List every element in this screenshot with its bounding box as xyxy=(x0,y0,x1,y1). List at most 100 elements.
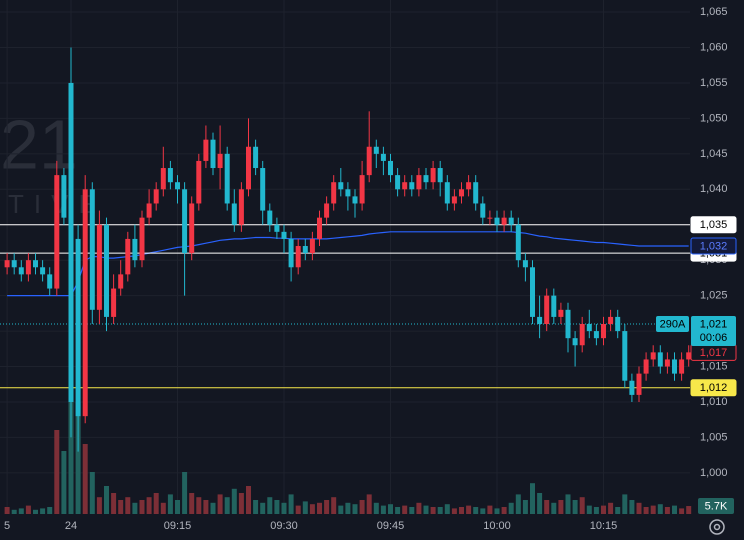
candle-body xyxy=(494,217,500,225)
volume-label: 5.7K xyxy=(705,500,728,512)
candle-body xyxy=(54,175,60,289)
candle-body xyxy=(33,260,38,268)
candle-body xyxy=(295,246,301,268)
candle-body xyxy=(47,274,53,289)
candle-body xyxy=(423,175,429,183)
x-tick-label: 24 xyxy=(65,520,77,532)
volume-bar xyxy=(430,507,436,514)
volume-bar xyxy=(111,493,117,514)
volume-bar xyxy=(572,500,578,514)
candle-body xyxy=(451,196,457,204)
volume-bar xyxy=(260,502,266,514)
candle-body xyxy=(657,352,663,367)
volume-bar xyxy=(224,497,230,514)
volume-bar xyxy=(416,502,422,514)
candle-body xyxy=(309,238,315,254)
candle-body xyxy=(615,316,621,332)
candle-body xyxy=(217,153,223,169)
candle-body xyxy=(11,260,17,268)
volume-bar xyxy=(629,500,635,514)
volume-bar xyxy=(615,507,621,514)
candle-body xyxy=(324,203,330,218)
volume-bar xyxy=(160,502,166,514)
volume-bar xyxy=(75,402,81,514)
volume-bar xyxy=(153,493,159,514)
volume-bar xyxy=(295,505,301,514)
candle-body xyxy=(388,160,393,176)
volume-bar xyxy=(522,500,528,514)
candle-body xyxy=(132,238,138,261)
volume-bar xyxy=(530,483,535,514)
volume-bar xyxy=(281,502,287,514)
volume-bar xyxy=(544,500,550,514)
candle-body xyxy=(253,146,259,169)
volume-bar xyxy=(551,502,557,514)
volume-bar xyxy=(253,500,259,514)
candle-body xyxy=(89,189,95,310)
candle-body xyxy=(18,267,24,275)
candle-body xyxy=(82,189,88,417)
volume-bar xyxy=(47,507,53,514)
x-tick-label: 09:15 xyxy=(164,520,192,532)
last-price-label: 1,021 xyxy=(700,318,728,330)
volume-bar xyxy=(118,500,124,514)
x-tick-label: 10:15 xyxy=(590,520,618,532)
candle-body xyxy=(189,203,195,254)
y-tick-label: 1,050 xyxy=(700,112,728,124)
candle-body xyxy=(196,160,202,204)
volume-bar xyxy=(125,497,131,514)
icon-ring xyxy=(709,519,725,535)
volume-bar xyxy=(459,507,464,514)
volume-bar xyxy=(139,500,145,514)
volume-label-box xyxy=(698,498,734,514)
volume-bar xyxy=(402,505,408,514)
candle-body xyxy=(288,238,294,268)
settings-icon[interactable] xyxy=(709,519,725,535)
volume-bar xyxy=(537,493,543,514)
volume-bar xyxy=(650,505,656,514)
volume-bar xyxy=(132,502,138,514)
y-tick-label: 1,065 xyxy=(700,6,728,18)
volume-bar xyxy=(359,500,365,514)
volume-bar xyxy=(182,472,188,514)
volume-bar xyxy=(11,509,17,514)
candle-body xyxy=(416,175,422,190)
candle-body xyxy=(444,182,450,204)
candle-body xyxy=(4,260,10,268)
volume-bar xyxy=(395,507,401,514)
volume-bar xyxy=(146,497,152,514)
candle-body xyxy=(402,182,408,190)
candle-body xyxy=(530,267,535,317)
candle-body xyxy=(558,309,564,317)
candle-body xyxy=(679,359,685,374)
ma-label: 1,032 xyxy=(700,240,728,252)
volume-bar xyxy=(288,494,294,514)
candle-body xyxy=(551,295,557,317)
volume-bar xyxy=(82,444,88,514)
candle-body xyxy=(629,380,635,395)
candle-body xyxy=(175,182,180,190)
volume-bar xyxy=(317,502,322,514)
price-line-label: 1,012 xyxy=(700,382,728,394)
volume-bar xyxy=(203,500,209,514)
volume-bar xyxy=(196,497,202,514)
candle-body xyxy=(160,168,166,190)
candle-body xyxy=(480,203,486,218)
extra-label: 1,017 xyxy=(700,347,728,359)
candle-body xyxy=(281,231,287,239)
volume-bar xyxy=(558,500,564,514)
volume-bar xyxy=(480,508,486,514)
volume-bar xyxy=(444,504,450,514)
candle-body xyxy=(473,182,479,204)
candle-body xyxy=(508,217,514,225)
volume-bar xyxy=(515,494,521,514)
symbol-box xyxy=(656,315,689,332)
candle-body xyxy=(650,352,656,360)
candle-body xyxy=(459,189,464,197)
candle-body xyxy=(111,288,117,317)
candle-body xyxy=(672,359,677,374)
candle-body xyxy=(267,210,273,225)
volume-bar xyxy=(508,502,514,514)
y-tick-label: 1,040 xyxy=(700,183,728,195)
